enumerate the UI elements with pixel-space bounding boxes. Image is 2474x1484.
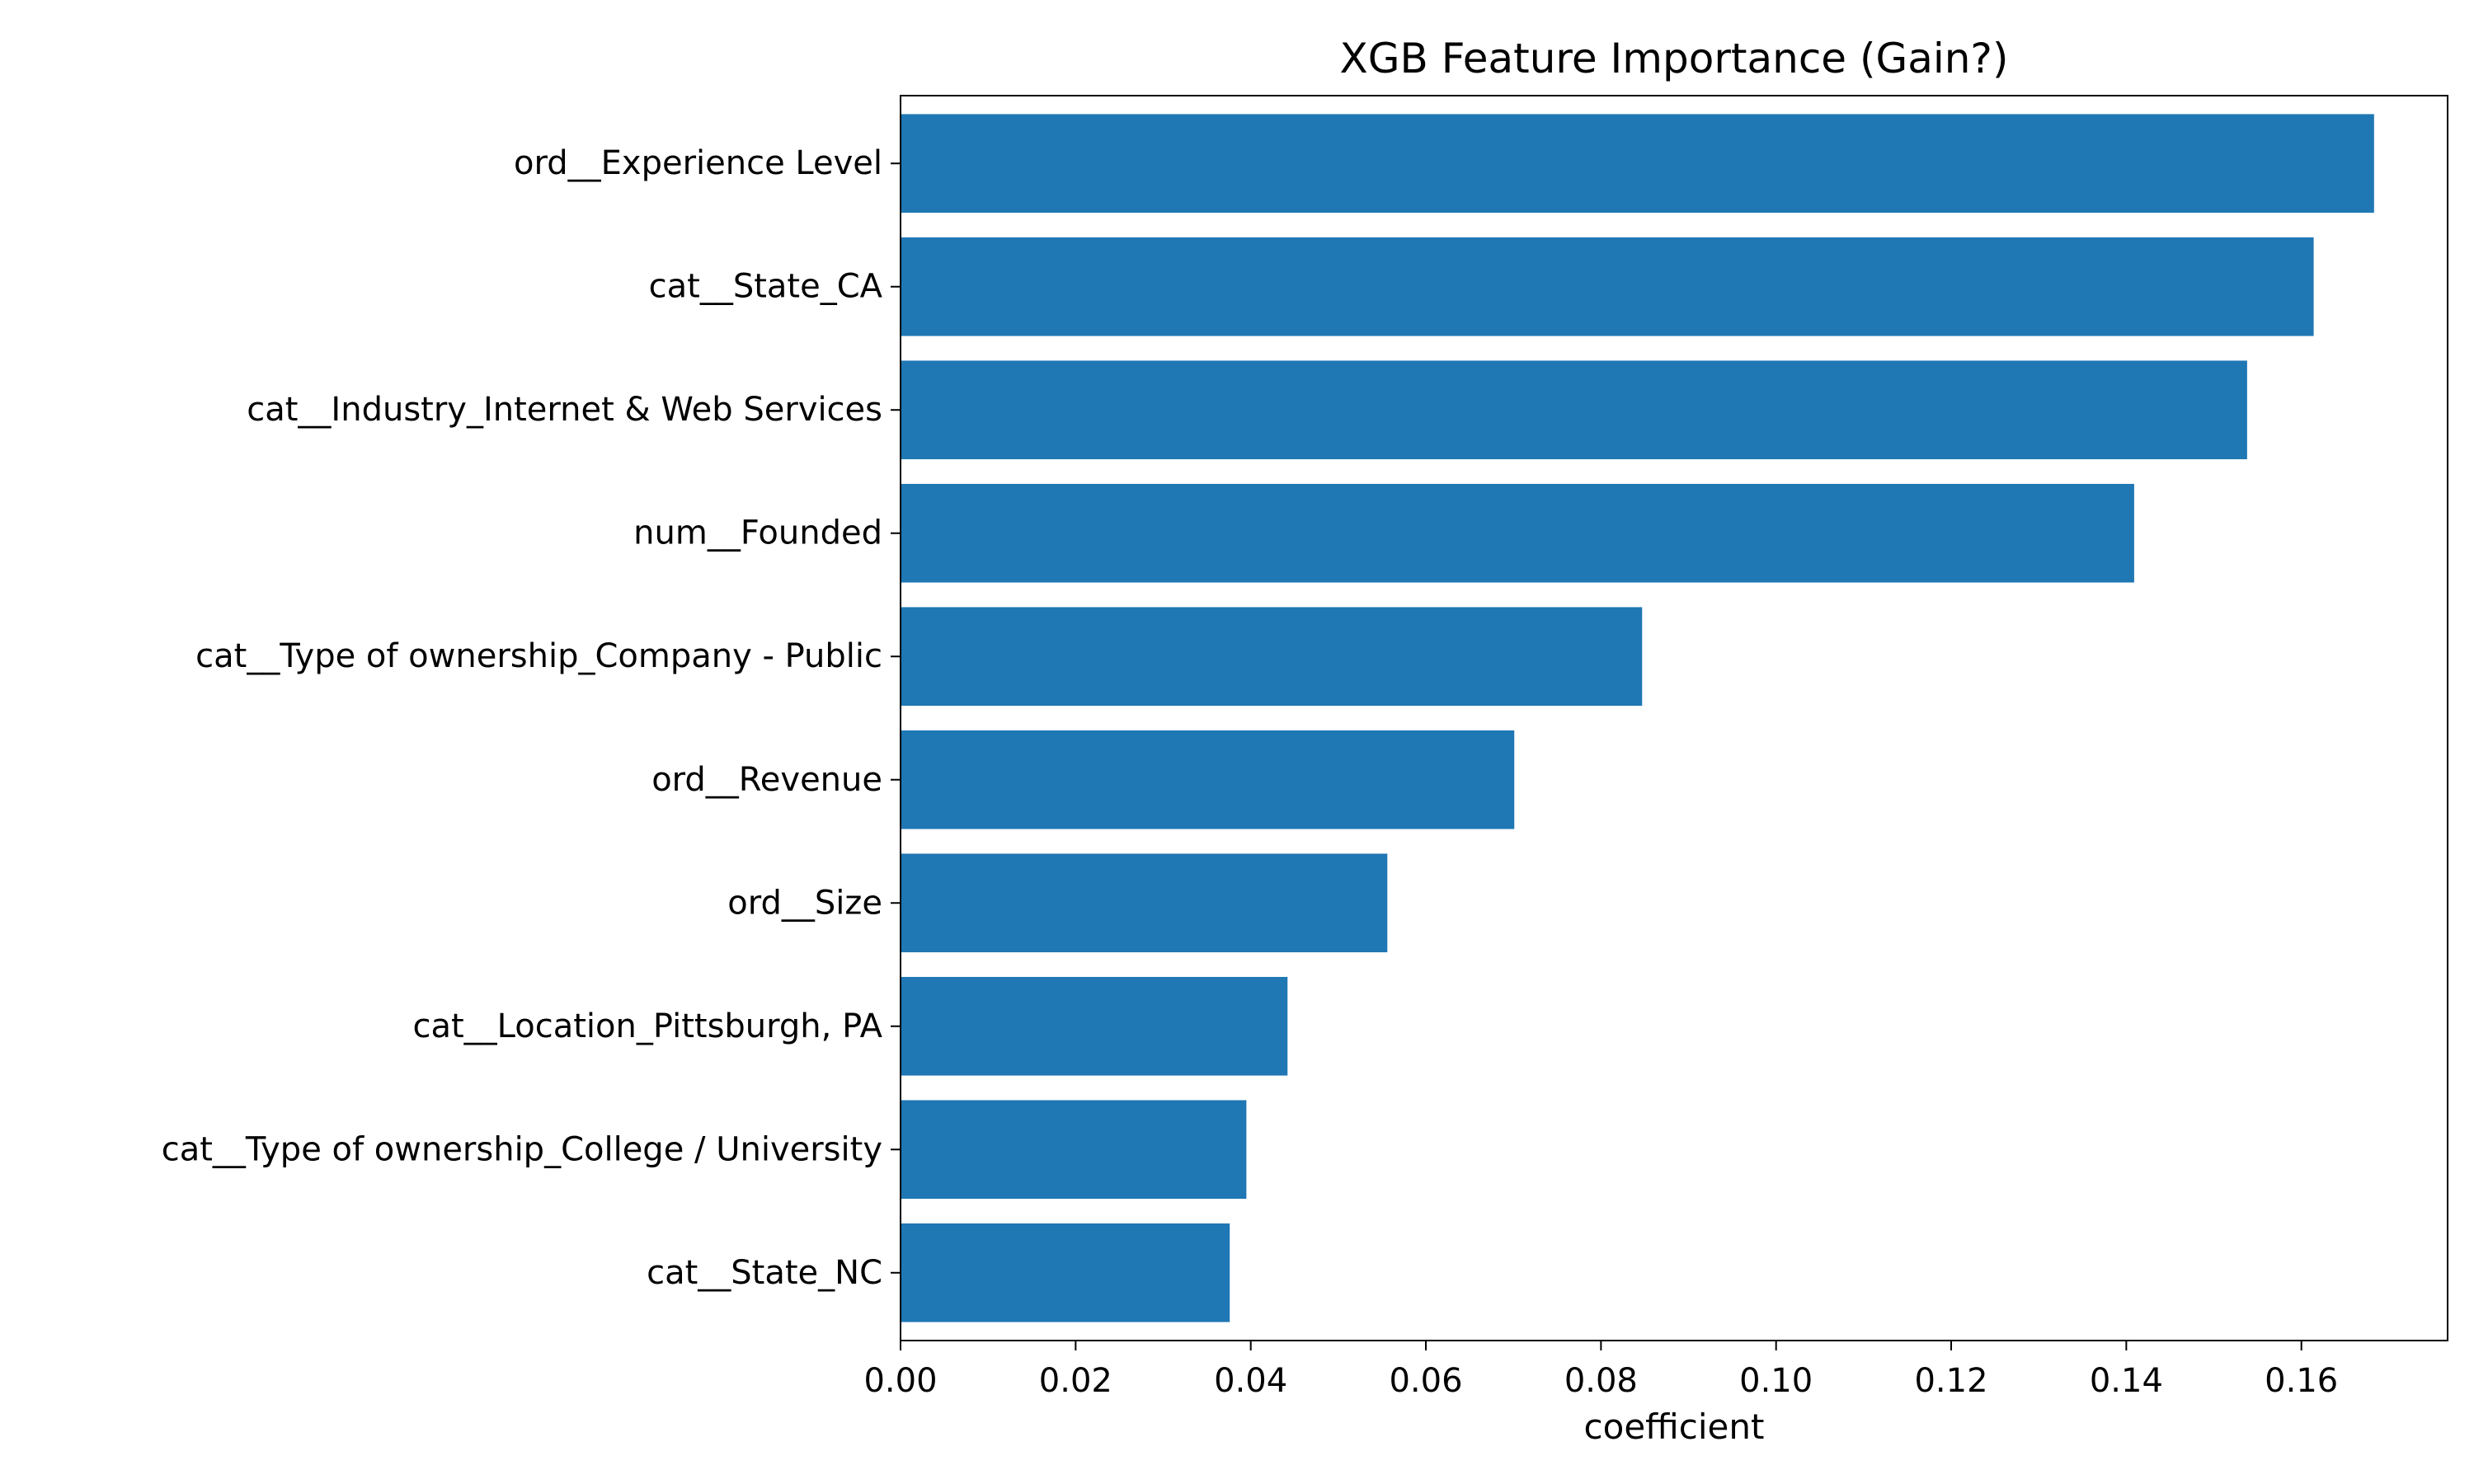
bar — [901, 853, 1388, 953]
y-tick-label: num__Founded — [633, 514, 882, 552]
bar — [901, 730, 1515, 829]
x-tick-label: 0.02 — [1039, 1362, 1112, 1400]
y-tick-label: cat__Type of ownership_College / Univers… — [162, 1130, 882, 1168]
bar — [901, 483, 2134, 583]
y-tick-label: ord__Experience Level — [514, 144, 882, 182]
bars-layer — [901, 114, 2374, 1322]
y-tick-label: cat__Type of ownership_Company - Public — [195, 637, 882, 675]
x-axis-label: coefficient — [1584, 1407, 1765, 1447]
y-tick-label: cat__Location_Pittsburgh, PA — [412, 1007, 882, 1045]
bar — [901, 1100, 1247, 1200]
x-tick-label: 0.16 — [2265, 1362, 2338, 1400]
bar — [901, 360, 2247, 460]
x-tick-label: 0.08 — [1564, 1362, 1638, 1400]
bar — [901, 237, 2314, 336]
bar — [901, 976, 1288, 1076]
y-tick-label: cat__State_NC — [647, 1254, 882, 1292]
x-axis-ticks: 0.00 0.02 0.04 0.06 0.08 0.10 0.12 0.14 0.16 — [863, 1341, 2338, 1400]
bar — [901, 607, 1643, 707]
y-tick-label: cat__State_CA — [649, 268, 883, 306]
x-tick-label: 0.12 — [1914, 1362, 1987, 1400]
y-axis-ticks: ord__Experience Level cat__State_CA cat__I… — [162, 144, 901, 1292]
x-tick-label: 0.00 — [863, 1362, 937, 1400]
chart-title: XGB Feature Importance (Gain?) — [1340, 35, 2009, 82]
x-tick-label: 0.06 — [1389, 1362, 1462, 1400]
bar — [901, 1223, 1230, 1322]
x-tick-label: 0.10 — [1739, 1362, 1813, 1400]
y-tick-label: ord__Revenue — [651, 761, 882, 799]
y-tick-label: ord__Size — [727, 884, 882, 922]
x-tick-label: 0.14 — [2090, 1362, 2163, 1400]
y-tick-label: cat__Industry_Internet & Web Services — [247, 391, 882, 429]
plot-area-frame — [900, 95, 2448, 1341]
bar — [901, 114, 2374, 214]
x-tick-label: 0.04 — [1214, 1362, 1287, 1400]
